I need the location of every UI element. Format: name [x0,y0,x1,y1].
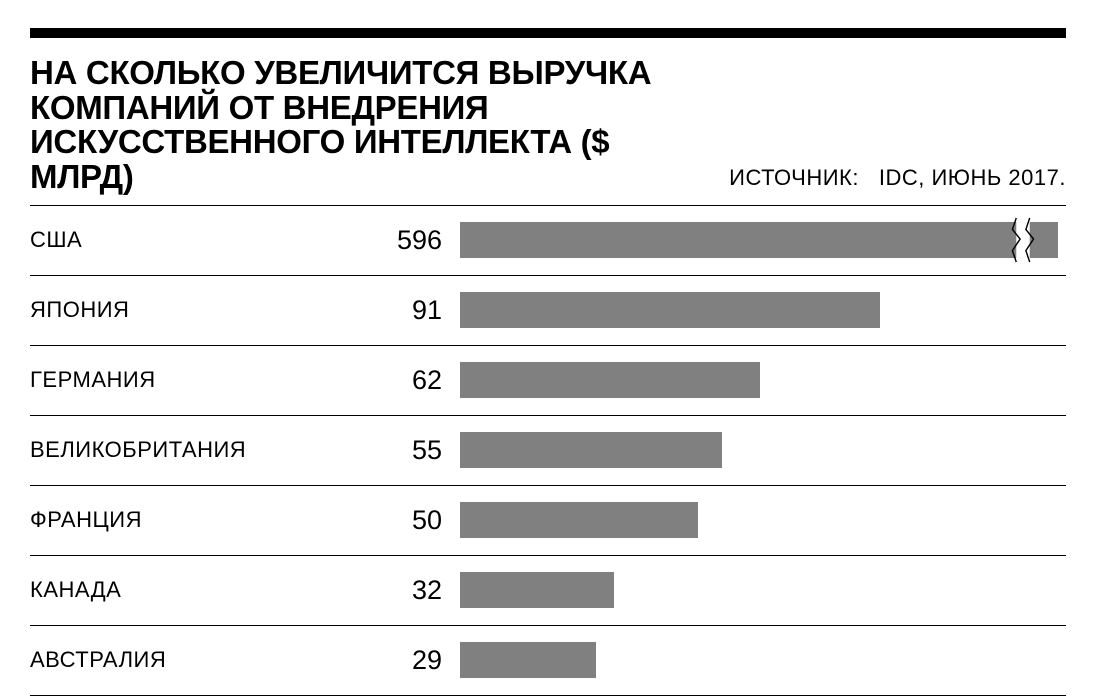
chart-row: ГЕРМАНИЯ 62 [30,346,1066,415]
value-label: 50 [412,505,442,536]
value-label: 29 [412,645,442,676]
bar-chart: США 596 ЯПОНИЯ 91 ГЕРМАНИЯ 62 ВЕЛИКОБРИТАНИЯ 55… [30,205,1066,696]
label-column: ЯПОНИЯ 91 [30,295,460,326]
bar-column [460,432,1066,468]
value-label: 55 [412,435,442,466]
value-label: 32 [412,575,442,606]
country-label: США [30,227,82,253]
label-column: ФРАНЦИЯ 50 [30,505,460,536]
bar-column [460,502,1066,538]
bar-column [460,572,1066,608]
label-column: КАНАДА 32 [30,575,460,606]
chart-header: НА СКОЛЬКО УВЕЛИЧИТСЯ ВЫРУЧКА КОМПАНИЙ О… [30,56,1066,195]
top-rule [30,28,1066,38]
source-label: ИСТОЧНИК: [729,165,859,190]
bar [460,642,596,678]
label-column: ВЕЛИКОБРИТАНИЯ 55 [30,435,460,466]
bar-column [460,362,1066,398]
country-label: КАНАДА [30,577,121,603]
chart-row: США 596 [30,206,1066,275]
country-label: ВЕЛИКОБРИТАНИЯ [30,437,246,463]
bar-column [460,222,1066,258]
value-label: 91 [412,295,442,326]
source-value: IDC, ИЮНЬ 2017. [879,165,1066,190]
bar-column [460,642,1066,678]
chart-row: КАНАДА 32 [30,556,1066,625]
chart-row: АВСТРАЛИЯ 29 [30,626,1066,695]
value-label: 596 [397,225,442,256]
chart-title: НА СКОЛЬКО УВЕЛИЧИТСЯ ВЫРУЧКА КОМПАНИЙ О… [30,56,709,195]
bar [460,362,760,398]
bar [460,572,614,608]
chart-row: ФРАНЦИЯ 50 [30,486,1066,555]
chart-source: ИСТОЧНИК: IDC, ИЮНЬ 2017. [729,165,1066,195]
label-column: США 596 [30,225,460,256]
country-label: ГЕРМАНИЯ [30,367,156,393]
bar [460,502,698,538]
bar-column [460,292,1066,328]
country-label: АВСТРАЛИЯ [30,647,166,673]
country-label: ЯПОНИЯ [30,297,129,323]
bar [460,222,1058,258]
chart-row: ВЕЛИКОБРИТАНИЯ 55 [30,416,1066,485]
chart-row: ЯПОНИЯ 91 [30,276,1066,345]
bar [460,292,880,328]
label-column: АВСТРАЛИЯ 29 [30,645,460,676]
bar [460,432,722,468]
value-label: 62 [412,365,442,396]
row-separator [30,695,1066,696]
label-column: ГЕРМАНИЯ 62 [30,365,460,396]
country-label: ФРАНЦИЯ [30,507,142,533]
